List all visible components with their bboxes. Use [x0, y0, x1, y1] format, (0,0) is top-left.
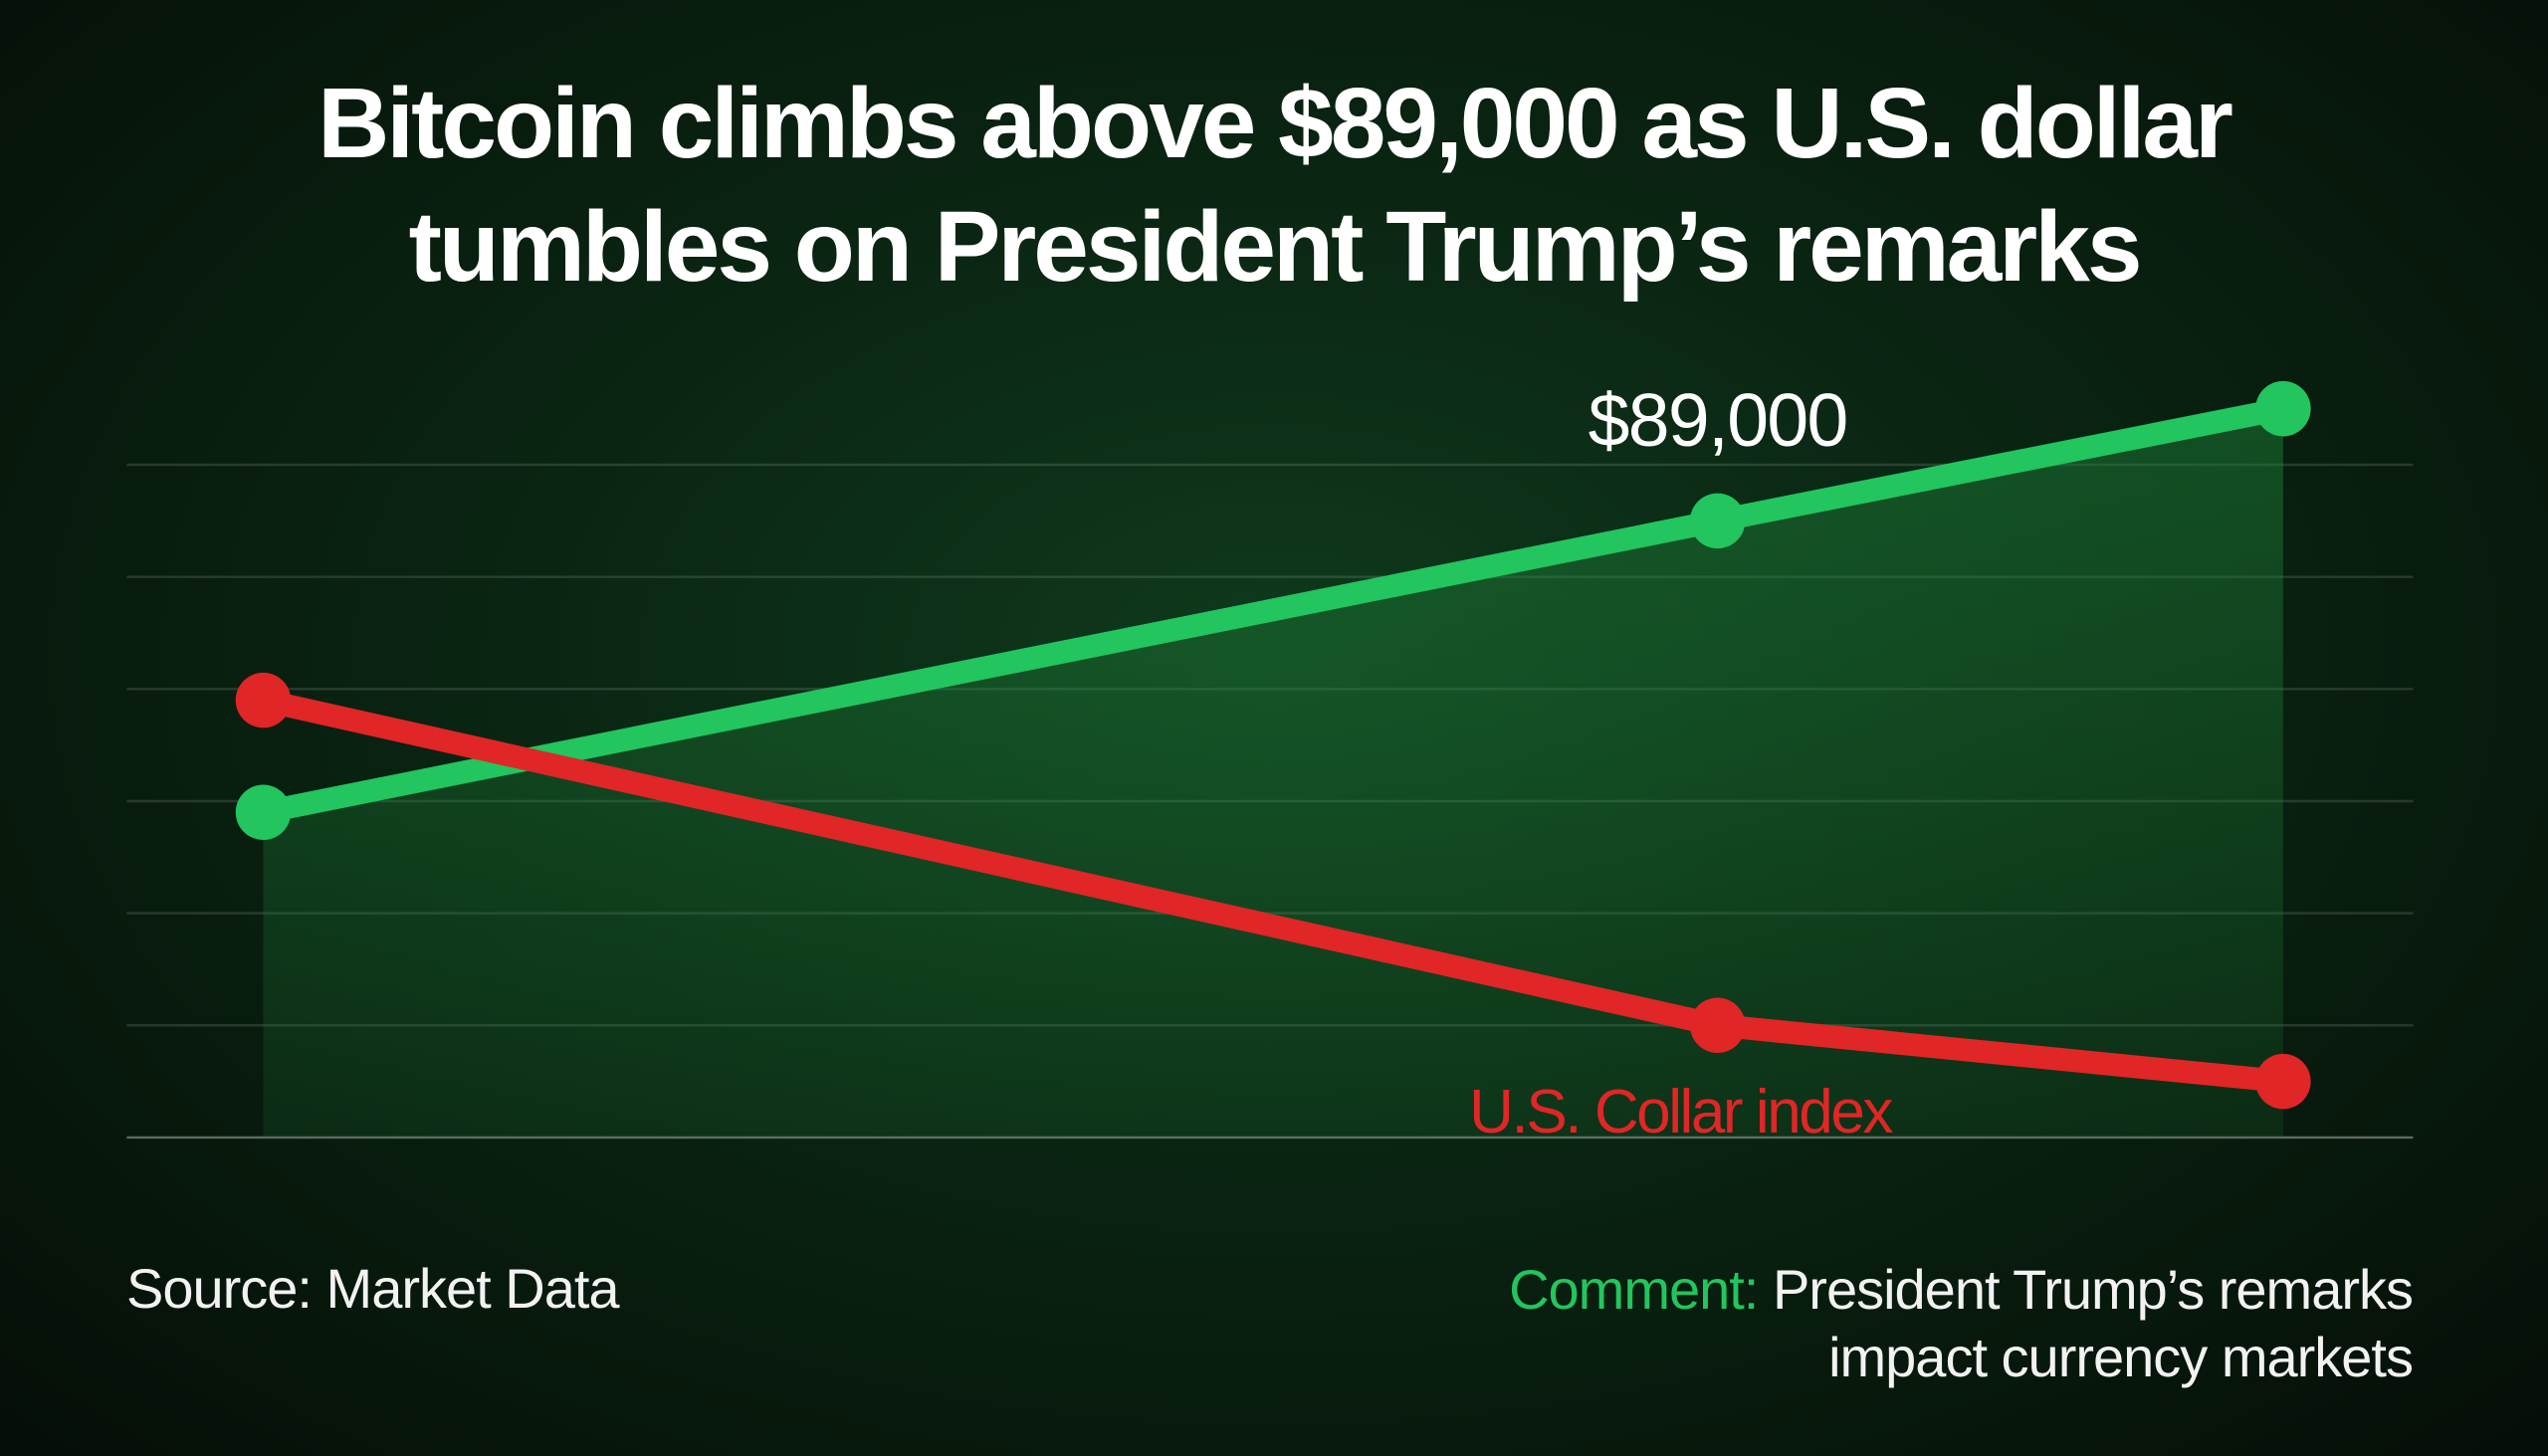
- point: [235, 784, 292, 840]
- point: [2255, 380, 2311, 437]
- point: [235, 672, 292, 728]
- point: [2255, 1053, 2311, 1110]
- legend-label: U.S. Collar index: [1469, 1078, 1893, 1146]
- chart-title: Bitcoin climbs above $89,000 as U.S. dol…: [318, 68, 2233, 303]
- area: [263, 408, 2283, 1138]
- annotation: $89,000: [1589, 378, 1847, 462]
- comment: Comment: President Trump’s remarks impac…: [1397, 1256, 2414, 1391]
- point: [1689, 493, 1746, 549]
- comment-label: Comment:: [1509, 1258, 1759, 1321]
- source: Source: Market Data: [126, 1257, 620, 1320]
- comment-text: President Trump’s remarks impact currenc…: [1772, 1258, 2414, 1388]
- point: [1689, 997, 1746, 1054]
